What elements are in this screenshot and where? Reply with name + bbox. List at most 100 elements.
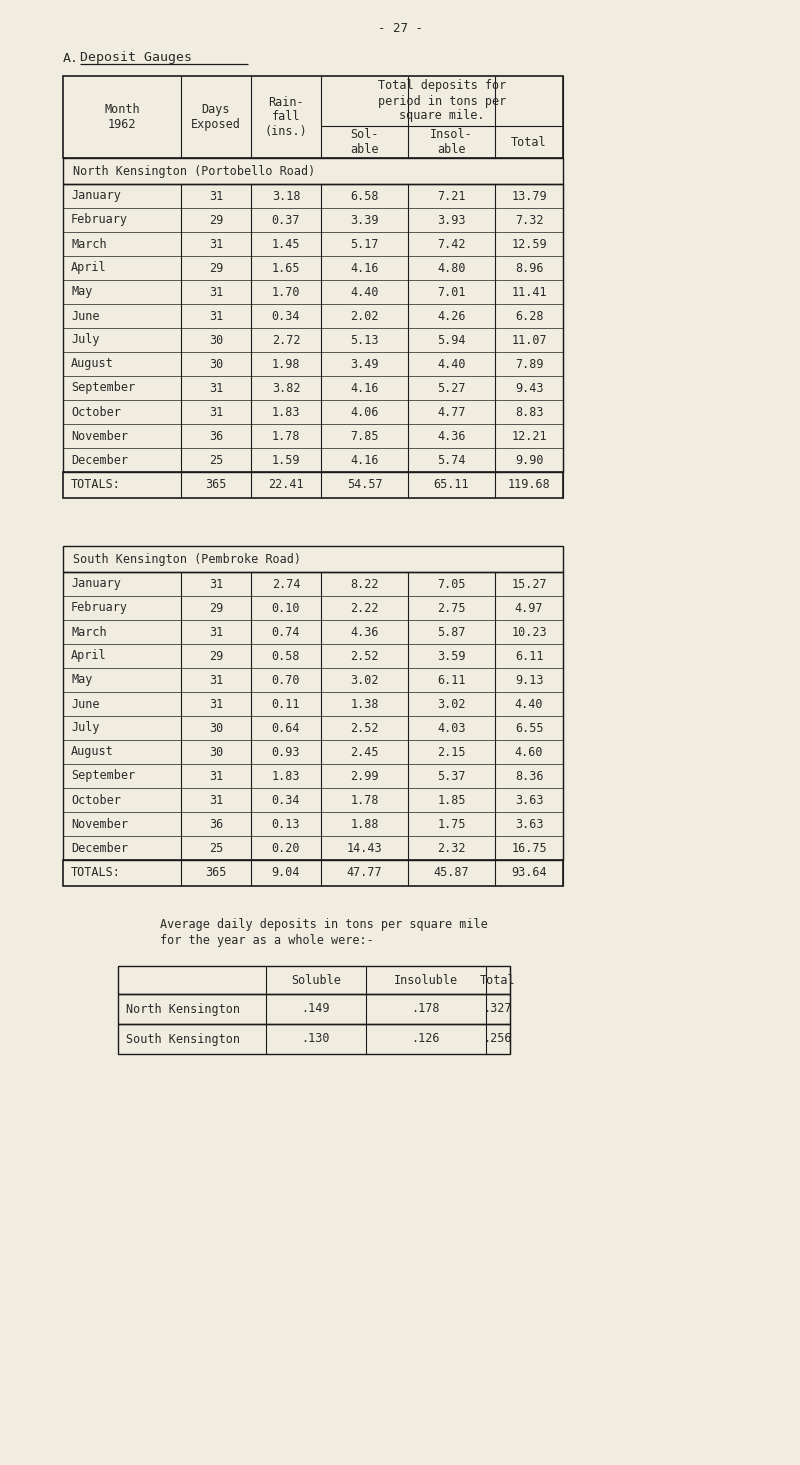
Bar — [63, 185, 563, 472]
Text: 8.22: 8.22 — [350, 577, 378, 590]
Text: 6.11: 6.11 — [514, 649, 543, 662]
Text: 5.13: 5.13 — [350, 334, 378, 347]
Text: 6.55: 6.55 — [514, 721, 543, 734]
Text: .130: .130 — [302, 1033, 330, 1046]
Text: 1.78: 1.78 — [350, 794, 378, 807]
Text: 9.04: 9.04 — [272, 866, 300, 879]
Text: 7.89: 7.89 — [514, 357, 543, 371]
Text: .149: .149 — [302, 1002, 330, 1015]
Text: TOTALS:: TOTALS: — [71, 866, 121, 879]
Text: 31: 31 — [209, 381, 223, 394]
Text: 9.90: 9.90 — [514, 454, 543, 466]
Text: September: September — [71, 381, 135, 394]
Text: 15.27: 15.27 — [511, 577, 547, 590]
Text: 2.45: 2.45 — [350, 746, 378, 759]
Text: Average daily deposits in tons per square mile: Average daily deposits in tons per squar… — [160, 919, 488, 930]
Text: 0.13: 0.13 — [272, 817, 300, 831]
Text: Sol-
able: Sol- able — [350, 127, 378, 155]
Text: 22.41: 22.41 — [268, 479, 304, 491]
Text: 0.64: 0.64 — [272, 721, 300, 734]
Text: May: May — [71, 674, 92, 687]
Text: 1.70: 1.70 — [272, 286, 300, 299]
Text: South Kensington (Pembroke Road): South Kensington (Pembroke Road) — [73, 552, 301, 565]
Text: 11.41: 11.41 — [511, 286, 547, 299]
Text: April: April — [71, 649, 106, 662]
Text: August: August — [71, 746, 114, 759]
Text: 31: 31 — [209, 769, 223, 782]
Text: 2.22: 2.22 — [350, 602, 378, 614]
Text: 30: 30 — [209, 746, 223, 759]
Text: 30: 30 — [209, 721, 223, 734]
Text: October: October — [71, 406, 121, 419]
Text: Total: Total — [511, 135, 547, 148]
Text: 4.26: 4.26 — [438, 309, 466, 322]
Text: 3.02: 3.02 — [438, 697, 466, 711]
Text: 4.40: 4.40 — [514, 697, 543, 711]
Text: 0.34: 0.34 — [272, 309, 300, 322]
Text: - 27 -: - 27 - — [378, 22, 422, 35]
Text: South Kensington: South Kensington — [126, 1033, 240, 1046]
Text: 9.43: 9.43 — [514, 381, 543, 394]
Text: .178: .178 — [412, 1002, 440, 1015]
Text: 0.37: 0.37 — [272, 214, 300, 227]
Text: 5.87: 5.87 — [438, 626, 466, 639]
Text: 1.75: 1.75 — [438, 817, 466, 831]
Text: 47.77: 47.77 — [346, 866, 382, 879]
Text: 31: 31 — [209, 674, 223, 687]
Text: August: August — [71, 357, 114, 371]
Text: 6.58: 6.58 — [350, 189, 378, 202]
Text: 5.37: 5.37 — [438, 769, 466, 782]
Text: 31: 31 — [209, 406, 223, 419]
Text: 4.16: 4.16 — [350, 454, 378, 466]
Text: 12.21: 12.21 — [511, 429, 547, 442]
Text: 3.93: 3.93 — [438, 214, 466, 227]
Bar — [63, 472, 563, 498]
Text: 2.52: 2.52 — [350, 721, 378, 734]
Bar — [63, 571, 563, 860]
Text: 16.75: 16.75 — [511, 841, 547, 854]
Text: 13.79: 13.79 — [511, 189, 547, 202]
Text: 6.28: 6.28 — [514, 309, 543, 322]
Text: 1.38: 1.38 — [350, 697, 378, 711]
Text: .327: .327 — [484, 1002, 512, 1015]
Text: 6.11: 6.11 — [438, 674, 466, 687]
Text: 36: 36 — [209, 429, 223, 442]
Text: 1.88: 1.88 — [350, 817, 378, 831]
Text: March: March — [71, 237, 106, 251]
Text: Days
Exposed: Days Exposed — [191, 103, 241, 130]
Text: December: December — [71, 454, 128, 466]
Text: 5.27: 5.27 — [438, 381, 466, 394]
Text: 4.06: 4.06 — [350, 406, 378, 419]
Text: 0.93: 0.93 — [272, 746, 300, 759]
Text: 25: 25 — [209, 454, 223, 466]
Text: December: December — [71, 841, 128, 854]
Text: 31: 31 — [209, 626, 223, 639]
Text: 3.39: 3.39 — [350, 214, 378, 227]
Text: 3.82: 3.82 — [272, 381, 300, 394]
Text: January: January — [71, 577, 121, 590]
Text: 5.94: 5.94 — [438, 334, 466, 347]
Text: 4.36: 4.36 — [438, 429, 466, 442]
Text: 2.32: 2.32 — [438, 841, 466, 854]
Text: 29: 29 — [209, 214, 223, 227]
Text: 25: 25 — [209, 841, 223, 854]
Text: September: September — [71, 769, 135, 782]
Text: Soluble: Soluble — [291, 974, 341, 986]
Text: 1.45: 1.45 — [272, 237, 300, 251]
Text: October: October — [71, 794, 121, 807]
Text: 3.63: 3.63 — [514, 794, 543, 807]
Text: 7.32: 7.32 — [514, 214, 543, 227]
Text: March: March — [71, 626, 106, 639]
Text: 54.57: 54.57 — [346, 479, 382, 491]
Text: 0.11: 0.11 — [272, 697, 300, 711]
Text: A.: A. — [63, 51, 79, 64]
Text: 2.99: 2.99 — [350, 769, 378, 782]
Text: 29: 29 — [209, 649, 223, 662]
Text: 2.15: 2.15 — [438, 746, 466, 759]
Text: 2.72: 2.72 — [272, 334, 300, 347]
Text: February: February — [71, 214, 128, 227]
Text: 2.02: 2.02 — [350, 309, 378, 322]
Text: 1.85: 1.85 — [438, 794, 466, 807]
Bar — [63, 76, 563, 158]
Text: 365: 365 — [206, 866, 226, 879]
